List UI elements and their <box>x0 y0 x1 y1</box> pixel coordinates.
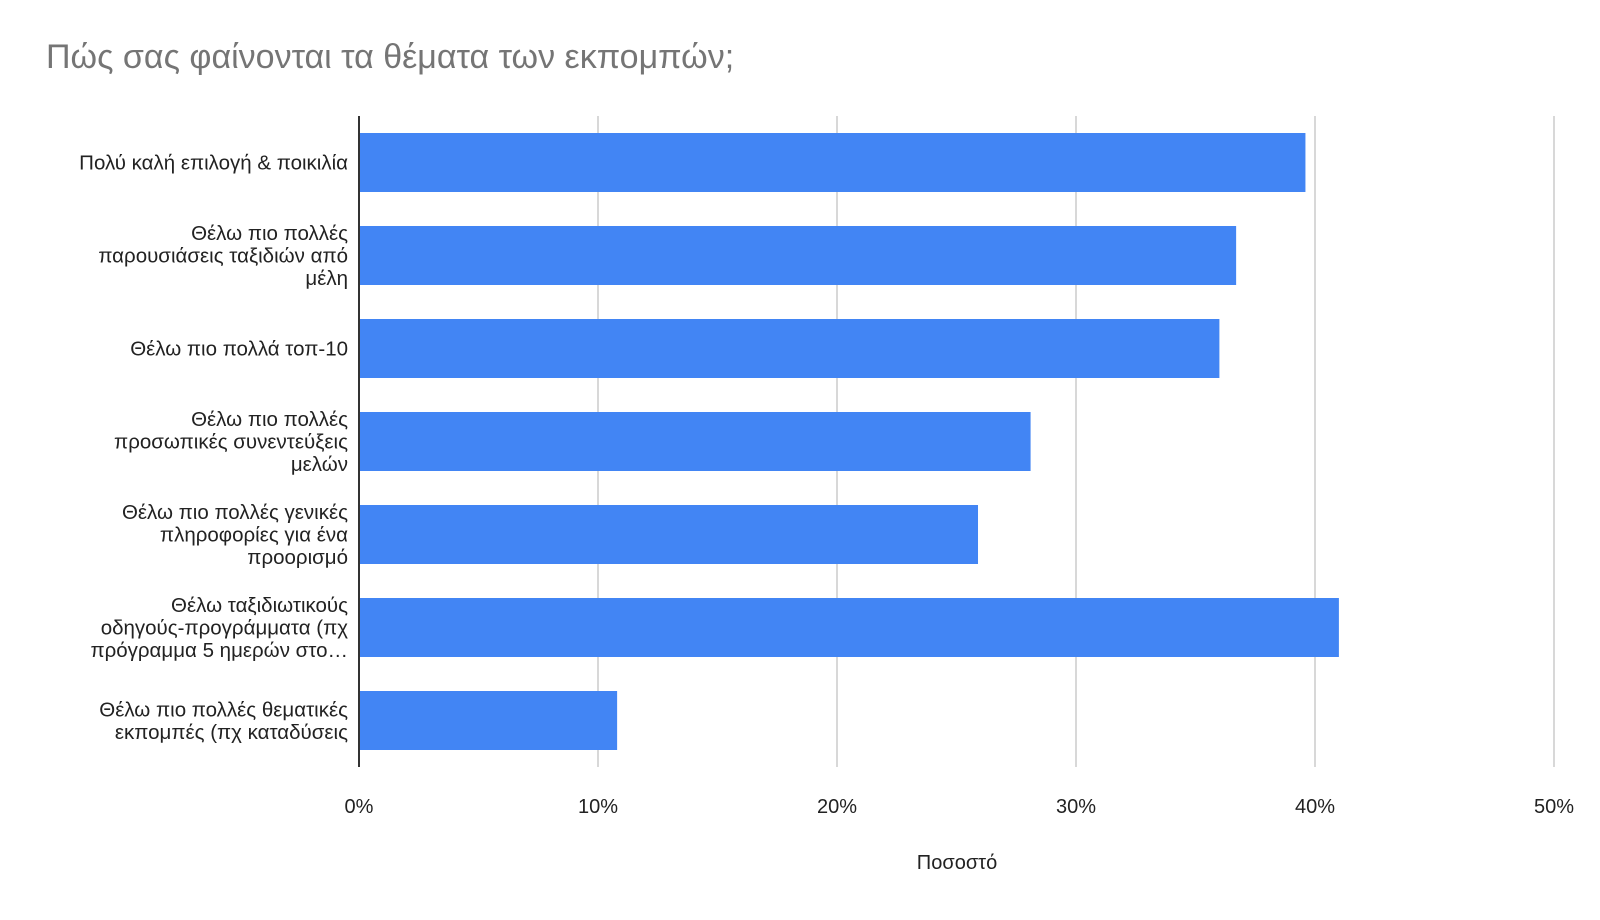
category-label-line: Πολύ καλή επιλογή & ποικιλία <box>79 152 348 175</box>
x-axis-title: Ποσοστό <box>917 852 997 874</box>
bar <box>359 505 979 564</box>
category-label-line: Θέλω πιο πολλές <box>191 222 348 245</box>
category-label-line: Θέλω πιο πολλές θεματικές <box>99 698 348 721</box>
x-tick-label: 0% <box>345 796 374 818</box>
category-label-line: μελών <box>291 453 348 476</box>
category-label: Θέλω ταξιδιωτικούς οδηγούς-προγράμματα (π… <box>90 594 348 662</box>
bars <box>359 133 1339 750</box>
category-labels: Πολύ καλή επιλογή & ποικιλία Θέλω πιο πολ… <box>79 152 348 744</box>
category-label-line: πληροφορίες για ένα <box>160 524 348 547</box>
x-tick-label: 40% <box>1295 796 1335 818</box>
category-label: Πολύ καλή επιλογή & ποικιλία <box>79 152 348 175</box>
category-label-line: οδηγούς-προγράμματα (πχ <box>101 617 349 640</box>
bar <box>359 319 1220 378</box>
bar <box>359 412 1031 471</box>
x-tick-label: 10% <box>578 796 618 818</box>
category-label: Θέλω πιο πολλές θεματικές εκπομπές (πχ κα… <box>99 698 348 744</box>
category-label-line: εκπομπές (πχ καταδύσεις <box>115 721 348 744</box>
bar <box>359 133 1306 192</box>
category-label: Θέλω πιο πολλές γενικές πληροφορίες για έ… <box>122 501 348 569</box>
category-label-line: Θέλω πιο πολλές <box>191 408 348 431</box>
bar <box>359 598 1339 657</box>
category-label-line: προορισμό <box>247 546 348 569</box>
x-tick-label: 30% <box>1056 796 1096 818</box>
x-tick-label: 50% <box>1534 796 1574 818</box>
bar <box>359 226 1237 285</box>
category-label-line: πρόγραμμα 5 ημερών στο… <box>90 639 348 662</box>
category-label: Θέλω πιο πολλές προσωπικές συνεντεύξεις με… <box>114 408 348 476</box>
category-label: Θέλω πιο πολλά τοπ-10 <box>130 338 348 361</box>
category-label-line: Θέλω ταξιδιωτικούς <box>171 594 348 617</box>
chart-title: Πώς σας φαίνονται τα θέματα των εκπομπών… <box>46 38 735 76</box>
category-label-line: Θέλω πιο πολλά τοπ-10 <box>130 338 348 361</box>
category-label-line: προσωπικές συνεντεύξεις <box>114 431 348 454</box>
x-tick-label: 20% <box>817 796 857 818</box>
category-label-line: μέλη <box>305 267 348 290</box>
bar <box>359 691 618 750</box>
category-label-line: Θέλω πιο πολλές γενικές <box>122 501 348 524</box>
x-tick-labels: 0% 10% 20% 30% 40% 50% <box>345 796 1575 818</box>
category-label: Θέλω πιο πολλές παρουσιάσεις ταξιδιών από… <box>98 222 348 290</box>
category-label-line: παρουσιάσεις ταξιδιών από <box>98 245 348 268</box>
